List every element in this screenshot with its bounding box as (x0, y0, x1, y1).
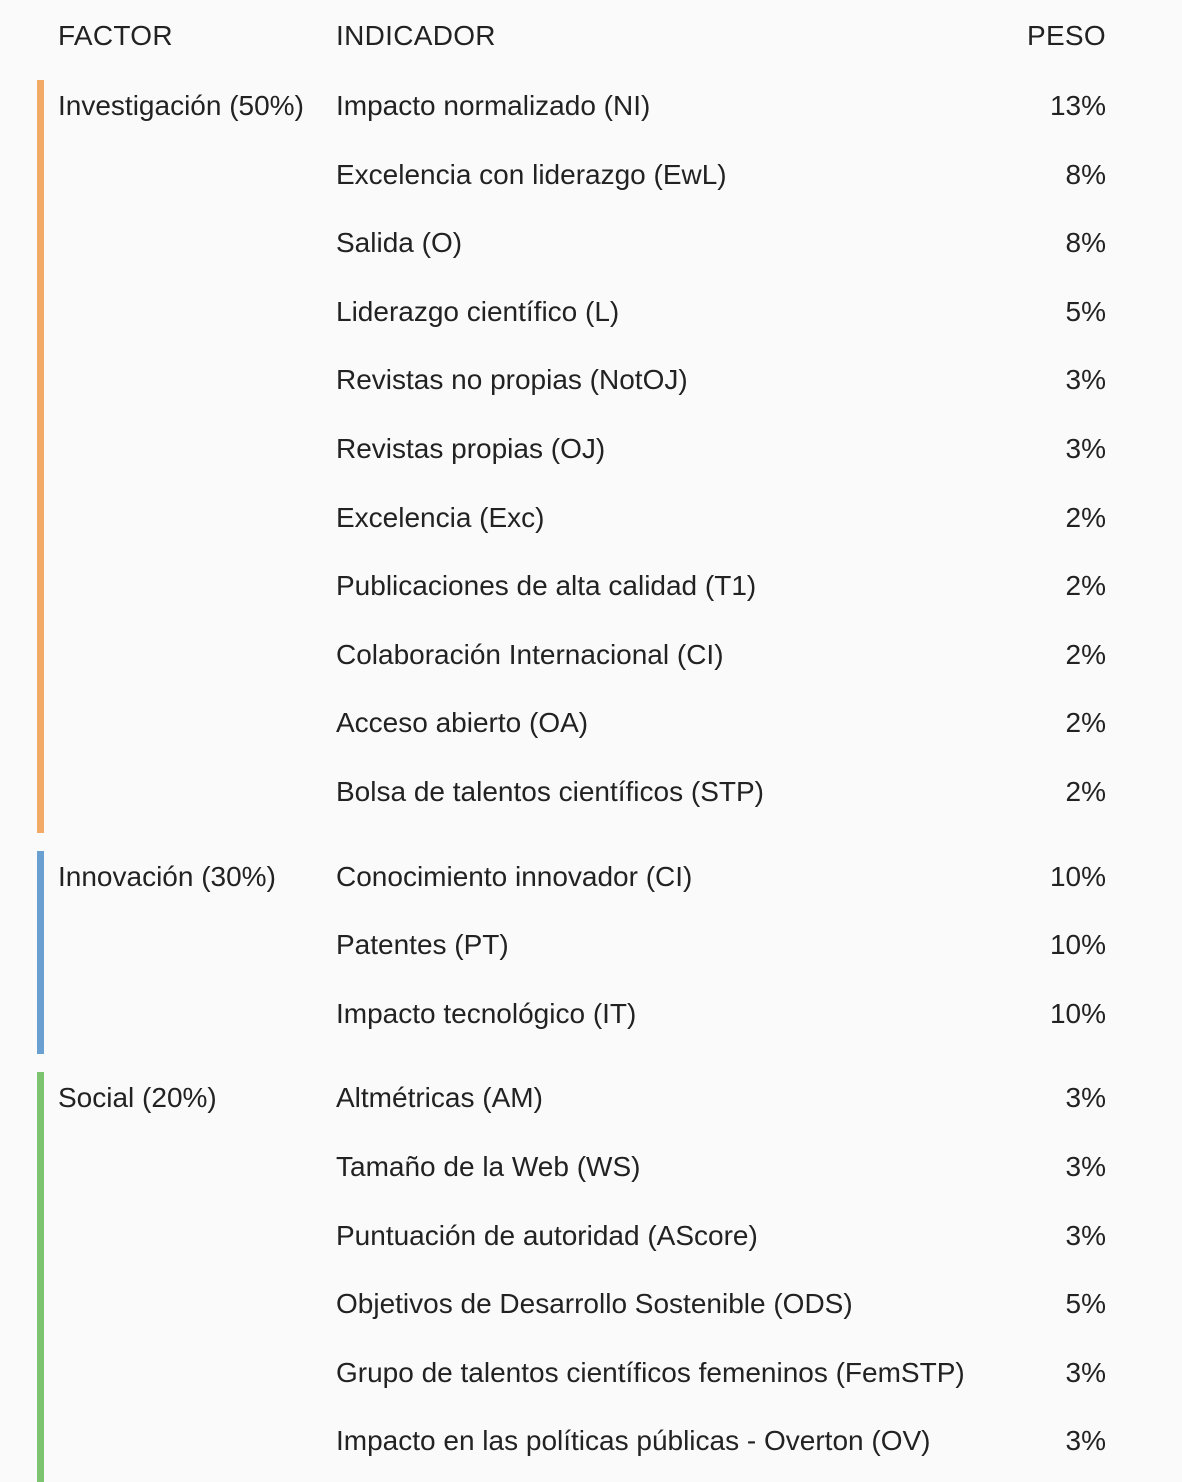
indicator-name: Patentes (PT) (336, 929, 509, 961)
indicator-name: Revistas no propias (NotOJ) (336, 364, 688, 396)
indicator-weight: 2% (1065, 638, 1106, 670)
table-row: Excelencia con liderazgo (EwL) 8% (0, 141, 1182, 210)
indicator-name: Liderazgo científico (L) (336, 295, 620, 327)
factor-label: Innovación (30%) (58, 860, 276, 892)
indicator-name: Excelencia con liderazgo (EwL) (336, 158, 727, 190)
indicator-weight: 3% (1065, 1425, 1106, 1457)
indicator-name: Puntuación de autoridad (AScore) (336, 1219, 758, 1251)
indicator-weight: 10% (1049, 860, 1106, 892)
indicator-name: Colaboración Internacional (CI) (336, 638, 724, 670)
table-row: Altmétricas (AM) 3% (0, 1064, 1182, 1133)
indicator-name: Bolsa de talentos científicos (STP) (336, 776, 764, 807)
indicator-name: Excelencia (Exc) (336, 501, 545, 533)
header-peso: PESO (1026, 20, 1106, 51)
indicator-weight: 5% (1065, 1288, 1106, 1320)
table-row: Publicaciones de alta calidad (T1) 2% (0, 552, 1182, 621)
indicator-weight: 5% (1065, 295, 1106, 327)
indicator-weight: 3% (1065, 433, 1106, 464)
table-row: Revistas no propias (NotOJ) 3% (0, 346, 1182, 415)
table-row: Objetivos de Desarrollo Sostenible (ODS)… (0, 1270, 1182, 1339)
indicator-weight: 10% (1049, 929, 1106, 961)
table-row: Puntuación de autoridad (AScore) 3% (0, 1202, 1182, 1271)
indicator-weight: 3% (1065, 1219, 1106, 1251)
indicator-name: Impacto tecnológico (IT) (336, 997, 637, 1029)
indicator-weight: 3% (1065, 1150, 1106, 1182)
indicator-weight: 8% (1065, 227, 1106, 259)
table-row: Patentes (PT) 10% (0, 911, 1182, 980)
header-indicador: INDICADOR (336, 20, 496, 51)
indicator-weight: 2% (1065, 776, 1106, 807)
indicator-name: Impacto en las políticas públicas - Over… (336, 1425, 931, 1457)
indicator-weight: 3% (1065, 1082, 1106, 1114)
indicator-weight: 13% (1049, 90, 1106, 121)
table-row: Conocimiento innovador (CI) 10% (0, 843, 1182, 912)
factor-color-bar (37, 1072, 44, 1482)
factor-label: Social (20%) (58, 1082, 217, 1114)
indicator-name: Grupo de talentos científicos femeninos … (336, 1356, 965, 1388)
factor-group: Investigación (50%) Impacto normalizado (… (0, 72, 1182, 833)
indicator-name: Objetivos de Desarrollo Sostenible (ODS) (336, 1288, 853, 1320)
indicator-name: Acceso abierto (OA) (336, 707, 589, 739)
factor-color-bar (37, 80, 44, 833)
indicator-weight: 2% (1065, 707, 1106, 739)
table-row: Impacto tecnológico (IT) 10% (0, 980, 1182, 1049)
table-row: Acceso abierto (OA) 2% (0, 689, 1182, 758)
table-row: Salida (O) 8% (0, 209, 1182, 278)
indicator-name: Conocimiento innovador (CI) (336, 860, 693, 892)
factor-group: Social (20%) Altmétricas (AM) 3% Tamaño de … (0, 1064, 1182, 1482)
table-row: Colaboración Internacional (CI) 2% (0, 621, 1182, 690)
table-row: Grupo de talentos científicos femeninos … (0, 1339, 1182, 1408)
indicator-weight: 3% (1065, 364, 1106, 396)
header-factor: FACTOR (58, 20, 173, 51)
indicator-name: Altmétricas (AM) (336, 1082, 543, 1114)
indicator-weight: 2% (1065, 501, 1106, 533)
factor-label: Investigación (50%) (58, 90, 304, 121)
table-row: Impacto normalizado (NI) 13% (0, 72, 1182, 141)
indicator-name: Tamaño de la Web (WS) (336, 1150, 641, 1182)
indicator-weight: 10% (1049, 997, 1106, 1029)
factor-color-bar (37, 850, 44, 1055)
table-row: Impacto en las políticas públicas - Over… (0, 1407, 1182, 1476)
indicator-weight: 8% (1065, 158, 1106, 190)
table-row: Bolsa de talentos científicos (STP) 2% (0, 758, 1182, 827)
factor-group: Innovación (30%) Conocimiento innovador (… (0, 843, 1182, 1055)
indicator-weight: 2% (1065, 570, 1106, 602)
table-row: Tamaño de la Web (WS) 3% (0, 1133, 1182, 1202)
table-row: Revistas propias (OJ) 3% (0, 415, 1182, 484)
table-row: Liderazgo científico (L) 5% (0, 278, 1182, 347)
indicator-name: Salida (O) (336, 227, 463, 259)
indicator-name: Impacto normalizado (NI) (336, 90, 651, 121)
indicator-name: Publicaciones de alta calidad (T1) (336, 570, 757, 602)
indicator-name: Revistas propias (OJ) (336, 433, 606, 464)
indicator-weight: 3% (1065, 1356, 1106, 1388)
table-row: Excelencia (Exc) 2% (0, 484, 1182, 553)
